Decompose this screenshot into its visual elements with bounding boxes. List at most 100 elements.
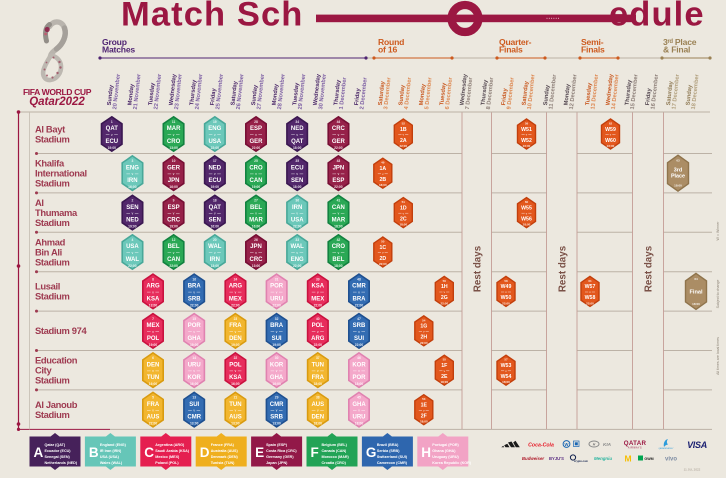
svg-text:NED: NED bbox=[208, 165, 221, 171]
svg-text:v: v bbox=[296, 212, 298, 216]
svg-text:Stadium: Stadium bbox=[35, 409, 70, 420]
svg-text:v: v bbox=[255, 172, 257, 176]
svg-text:2A: 2A bbox=[400, 138, 407, 144]
svg-text:Monday: Monday bbox=[564, 83, 572, 106]
svg-text:1 December: 1 December bbox=[339, 76, 348, 109]
svg-text:W: W bbox=[565, 442, 569, 447]
svg-text:2E: 2E bbox=[441, 374, 448, 380]
svg-text:v: v bbox=[214, 251, 216, 255]
svg-text:USA (USA): USA (USA) bbox=[100, 455, 120, 459]
svg-text:POR: POR bbox=[188, 323, 202, 329]
svg-text:22:00: 22:00 bbox=[149, 422, 158, 426]
svg-text:32: 32 bbox=[275, 317, 279, 321]
svg-text:Coca-Cola: Coca-Cola bbox=[528, 443, 554, 449]
svg-text:2D: 2D bbox=[379, 256, 386, 262]
svg-text:MAR: MAR bbox=[167, 126, 181, 132]
svg-text:Friday: Friday bbox=[354, 87, 362, 105]
svg-text:AUS: AUS bbox=[147, 415, 160, 421]
svg-text:Friday: Friday bbox=[645, 87, 653, 105]
svg-text:W51: W51 bbox=[521, 127, 532, 133]
svg-text:13: 13 bbox=[192, 396, 196, 400]
svg-text:v: v bbox=[276, 290, 278, 294]
svg-text:Monday: Monday bbox=[272, 83, 280, 106]
svg-text:5 December: 5 December bbox=[424, 76, 433, 109]
svg-text:v: v bbox=[358, 369, 360, 373]
svg-text:CRO: CRO bbox=[332, 244, 346, 250]
svg-text:22:00: 22:00 bbox=[314, 303, 323, 307]
svg-text:Switzerland (SUI): Switzerland (SUI) bbox=[377, 455, 408, 459]
svg-text:Morocco (MAR): Morocco (MAR) bbox=[322, 455, 350, 459]
svg-text:H: H bbox=[593, 443, 596, 447]
svg-text:BRA: BRA bbox=[270, 323, 284, 329]
svg-text:Finals: Finals bbox=[581, 45, 605, 55]
svg-text:BEL: BEL bbox=[168, 244, 180, 250]
svg-text:22 November: 22 November bbox=[153, 73, 163, 110]
svg-text:URU: URU bbox=[188, 362, 201, 368]
svg-text:v: v bbox=[152, 330, 154, 334]
svg-text:46: 46 bbox=[357, 356, 361, 360]
svg-text:CRO: CRO bbox=[249, 165, 263, 171]
svg-text:Al: Al bbox=[35, 197, 44, 208]
svg-text:v: v bbox=[193, 369, 195, 373]
svg-text:22:00: 22:00 bbox=[252, 146, 261, 150]
svg-text:Stadium: Stadium bbox=[35, 256, 70, 267]
svg-text:CAN: CAN bbox=[250, 178, 263, 184]
svg-text:ENG: ENG bbox=[291, 257, 304, 263]
svg-text:v: v bbox=[214, 212, 216, 216]
svg-text:22:00: 22:00 bbox=[440, 301, 448, 305]
svg-text:F: F bbox=[311, 445, 319, 460]
svg-text:FRA: FRA bbox=[147, 402, 160, 408]
svg-text:21: 21 bbox=[234, 396, 238, 400]
svg-text:MAR: MAR bbox=[332, 218, 346, 224]
svg-text:Match Sch: Match Sch bbox=[121, 0, 303, 34]
svg-text:v: v bbox=[111, 133, 113, 137]
svg-text:19:00: 19:00 bbox=[231, 343, 240, 347]
svg-text:ECU: ECU bbox=[208, 178, 221, 184]
svg-text:QAT: QAT bbox=[106, 126, 119, 132]
svg-text:57: 57 bbox=[504, 358, 508, 362]
svg-text:Rest days: Rest days bbox=[557, 245, 568, 292]
svg-text:Monday: Monday bbox=[127, 83, 135, 106]
svg-text:POR: POR bbox=[352, 375, 366, 381]
svg-text:25 November: 25 November bbox=[215, 73, 225, 110]
svg-text:4 December: 4 December bbox=[404, 76, 413, 109]
svg-text:1B: 1B bbox=[400, 127, 407, 133]
svg-text:36: 36 bbox=[295, 199, 299, 203]
svg-text:BEL: BEL bbox=[250, 205, 262, 211]
svg-text:8: 8 bbox=[152, 277, 154, 281]
svg-text:Mengniu: Mengniu bbox=[594, 456, 612, 461]
svg-text:v: v bbox=[276, 369, 278, 373]
svg-text:Friday: Friday bbox=[501, 87, 509, 105]
svg-text:6 December: 6 December bbox=[445, 76, 454, 109]
svg-text:4: 4 bbox=[131, 238, 133, 242]
svg-text:Semi-: Semi- bbox=[581, 37, 604, 47]
svg-text:USA: USA bbox=[291, 218, 304, 224]
svg-text:v: v bbox=[235, 369, 237, 373]
svg-text:Tuesday: Tuesday bbox=[585, 82, 593, 106]
svg-text:18:00: 18:00 bbox=[293, 146, 302, 150]
svg-text:v: v bbox=[193, 290, 195, 294]
svg-text:35: 35 bbox=[295, 159, 299, 163]
svg-text:41: 41 bbox=[337, 199, 341, 203]
svg-text:20 November: 20 November bbox=[112, 73, 122, 110]
svg-text:USA: USA bbox=[126, 244, 139, 250]
svg-text:18:00: 18:00 bbox=[293, 185, 302, 189]
svg-text:v: v bbox=[152, 409, 154, 413]
svg-text:DEN: DEN bbox=[147, 362, 160, 368]
svg-text:v: v bbox=[423, 408, 425, 412]
svg-text:v: v bbox=[193, 409, 195, 413]
svg-text:v: v bbox=[132, 251, 134, 255]
svg-text:Tuesday: Tuesday bbox=[439, 82, 447, 106]
svg-text:URU: URU bbox=[270, 296, 283, 302]
svg-text:22:00: 22:00 bbox=[190, 303, 199, 307]
svg-text:v: v bbox=[505, 369, 507, 373]
svg-text:15 December: 15 December bbox=[630, 73, 640, 110]
svg-text:24: 24 bbox=[234, 277, 238, 281]
svg-text:KIA: KIA bbox=[603, 442, 611, 447]
svg-text:25: 25 bbox=[254, 159, 258, 163]
svg-text:JPN: JPN bbox=[333, 165, 345, 171]
svg-text:Stadium: Stadium bbox=[35, 291, 70, 302]
svg-text:18:00: 18:00 bbox=[502, 380, 510, 384]
svg-text:Argentina (ARG): Argentina (ARG) bbox=[155, 443, 185, 447]
svg-text:24 November: 24 November bbox=[195, 73, 205, 110]
